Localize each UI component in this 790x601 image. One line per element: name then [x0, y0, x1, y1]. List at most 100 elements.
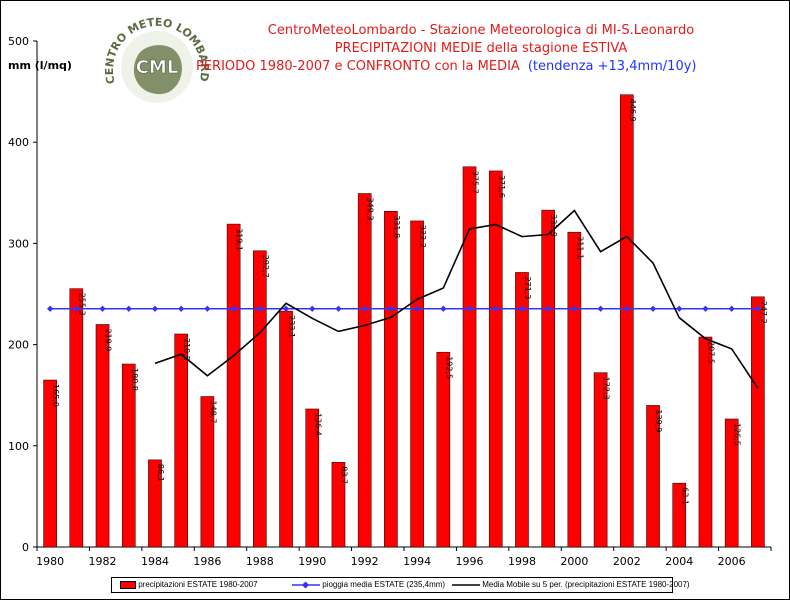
y-tick-label: 0: [22, 541, 29, 554]
cml-logo: CML CENTRO METEO LOMBARDO: [1, 1, 211, 103]
moving-average-path: [154, 209, 759, 389]
bar-value-label: 331,8: [392, 215, 401, 238]
bar: [357, 193, 372, 548]
mean-marker: [649, 305, 657, 312]
bar-value-label: 319,1: [235, 228, 244, 251]
y-axis-label: mm (l/mq): [8, 59, 72, 72]
x-tick-label: 1984: [141, 555, 169, 568]
x-tick-label: 2000: [560, 555, 588, 568]
bar-value-label: 180,8: [130, 368, 139, 391]
bar: [620, 94, 634, 548]
bar: [646, 405, 660, 548]
y-tick-label: 100: [8, 440, 29, 453]
x-tick-label: 1996: [456, 555, 484, 568]
mean-marker: [702, 305, 709, 312]
bar-value-label: 136,4: [313, 413, 322, 436]
x-tick-label: 2004: [665, 555, 693, 568]
logo-center-text: CML: [136, 57, 179, 78]
bar-value-label: 446,9: [628, 99, 637, 122]
bar: [121, 363, 136, 548]
legend-mean-swatch: [292, 581, 320, 589]
bar: [751, 296, 765, 548]
bar: [672, 482, 687, 548]
x-tick-label: 1986: [193, 555, 221, 568]
mean-marker: [413, 305, 421, 312]
mean-marker: [178, 305, 185, 312]
trend-text: (tendenza +13,4mm/10y): [527, 59, 697, 74]
bar-value-label: 349,3: [366, 198, 375, 221]
x-tick-label: 1980: [36, 555, 64, 568]
y-tick-labels: 0 100 200 300 400 500: [8, 35, 29, 554]
bar-value-label: 322,2: [418, 225, 427, 248]
x-tick-labels: 1980 1982 1984 1986 1988 1990 1992 1994 1996 1998…: [36, 555, 746, 568]
legend-item-moving-average: Media Mobile su 5 per. (precipitazioni E…: [452, 579, 690, 591]
legend-moving-average-swatch: [452, 584, 480, 586]
x-tick-label: 1982: [89, 555, 117, 568]
bar: [148, 459, 162, 548]
bar-value-label: 371,6: [497, 175, 506, 198]
bar-value-label: 255,3: [77, 293, 86, 316]
bar: [436, 351, 451, 548]
bar: [226, 223, 241, 548]
title-line-2: PRECIPITAZIONI MEDIE della stagione ESTI…: [334, 41, 628, 56]
legend-bar-label: precipitazioni ESTATE 1980-2007: [138, 580, 258, 589]
bar: [724, 418, 739, 548]
bar: [305, 408, 320, 548]
mean-marker: [256, 305, 263, 312]
mean-marker: [99, 305, 106, 312]
y-tick-label: 300: [8, 237, 29, 250]
y-tick-label: 200: [8, 339, 29, 352]
x-tick-label: 1994: [403, 555, 431, 568]
bar-value-label: 210,5: [182, 338, 191, 361]
bar-value-label: 271,3: [523, 276, 532, 299]
x-tick-label: 2002: [613, 555, 641, 568]
bar: [200, 396, 215, 548]
bar: [279, 310, 293, 548]
legend-mean-label: pioggia media ESTATE (235,4mm): [322, 580, 446, 589]
bar-value-label: 292,7: [261, 255, 270, 278]
bar-value-label: 247,2: [759, 301, 768, 324]
bar-value-label: 332,9: [549, 214, 558, 237]
y-tick-label: 400: [8, 136, 29, 149]
mean-marker: [282, 305, 290, 312]
bar-value-label: 172,3: [602, 377, 611, 400]
mean-marker: [361, 305, 368, 312]
bar: [593, 372, 608, 548]
bar-value-label: 192,5: [444, 356, 453, 379]
bar: [698, 336, 713, 548]
bar-value-label: 63,1: [680, 487, 689, 505]
mean-marker: [309, 305, 316, 312]
bar: [488, 170, 503, 548]
bar: [541, 209, 555, 548]
mean-marker: [597, 305, 604, 312]
mean-marker: [125, 305, 132, 312]
legend: precipitazioni ESTATE 1980-2007 pioggia …: [111, 577, 690, 593]
bar-labels: 165,0 255,3 219,9 180,8 86,1 210,5 148,7 319,1 2…: [51, 99, 768, 505]
mean-marker: [151, 305, 159, 312]
legend-bar-swatch: [120, 580, 136, 589]
mean-marker: [676, 305, 683, 312]
bar-value-label: 207,5: [706, 341, 715, 364]
mean-marker: [46, 305, 54, 312]
bar: [69, 288, 84, 548]
bar-value-label: 86,1: [156, 464, 165, 482]
title-line-1: CentroMeteoLombardo - Stazione Meteorolo…: [267, 23, 695, 38]
x-tick-label: 1988: [246, 555, 274, 568]
y-tick-label: 500: [8, 35, 29, 48]
bar-value-label: 148,7: [208, 401, 217, 424]
moving-average-line: [154, 209, 759, 389]
bar-value-label: 311,1: [575, 236, 584, 259]
bars: [43, 94, 765, 548]
bar-value-label: 126,5: [733, 423, 742, 446]
bar: [462, 166, 477, 548]
title-line-3-text: PERIODO 1980-2007 e CONFRONTO con la MED…: [196, 59, 520, 74]
bar: [253, 250, 267, 548]
bar: [410, 220, 424, 548]
mean-marker: [440, 305, 447, 312]
mean-marker: [204, 305, 211, 312]
x-tick-label: 1998: [508, 555, 536, 568]
x-tick-label: 2006: [718, 555, 746, 568]
bar: [515, 272, 529, 548]
